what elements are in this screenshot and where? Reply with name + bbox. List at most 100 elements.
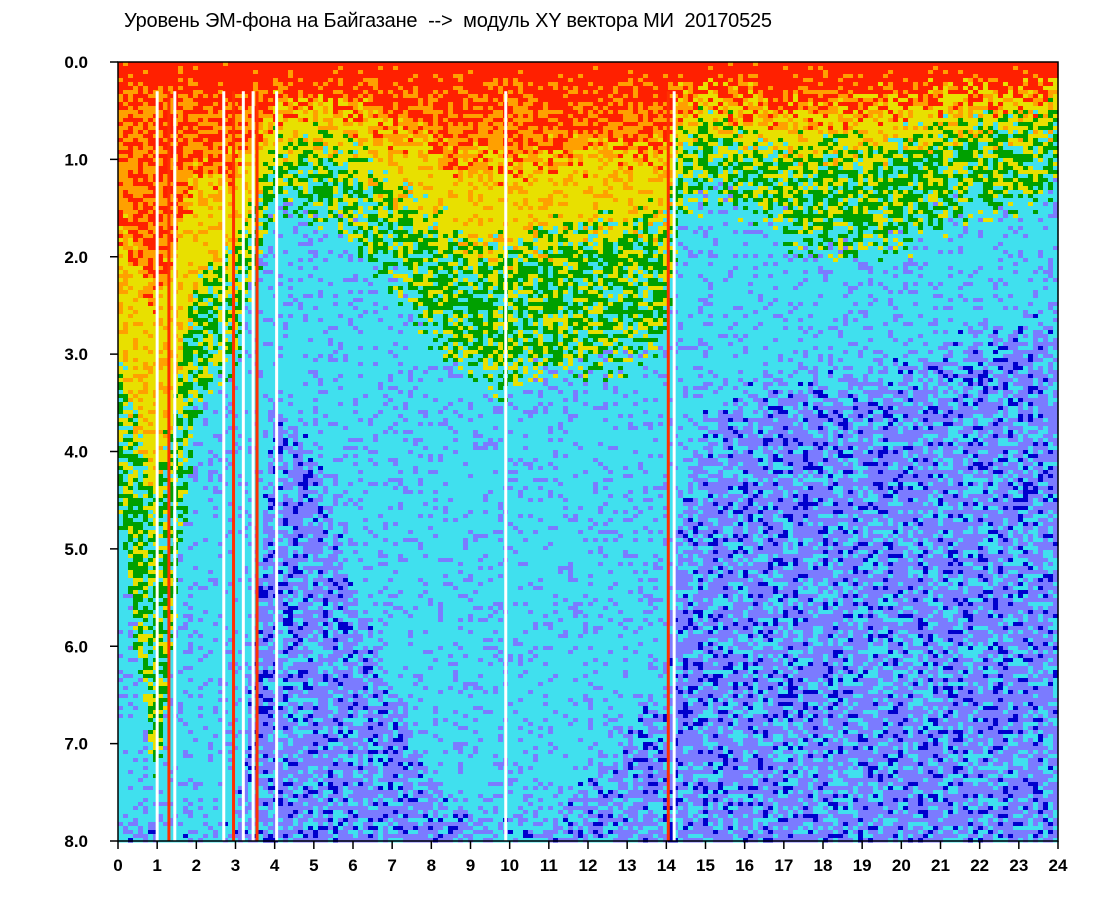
heatmap-cell [138,70,144,75]
heatmap-cell [128,826,134,831]
heatmap-cell [178,438,184,443]
heatmap-cell [208,578,214,583]
heatmap-cell [208,110,214,115]
heatmap-cell [203,790,209,795]
heatmap-cell [178,694,184,699]
heatmap-cell [203,578,209,583]
heatmap-cell [223,66,229,71]
heatmap-cell [143,570,149,575]
heatmap-cell [133,258,139,263]
heatmap-cell [118,206,124,211]
heatmap-cell [128,694,134,699]
heatmap-cell [143,542,149,547]
heatmap-cell [188,598,194,603]
heatmap-cell [183,734,189,739]
heatmap-cell [213,170,219,175]
heatmap-cell [148,482,154,487]
heatmap-cell [143,702,149,707]
heatmap-cell [188,406,194,411]
heatmap-cell [133,410,139,415]
heatmap-cell [178,162,184,167]
heatmap-cell [128,626,134,631]
heatmap-cell [123,714,129,719]
heatmap-cell [143,318,149,323]
heatmap-cell [203,818,209,823]
heatmap-cell [208,198,214,203]
heatmap-cell [133,394,139,399]
heatmap-cell [198,618,204,623]
heatmap-cell [193,666,199,671]
heatmap-cell [118,106,124,111]
heatmap-cell [148,378,154,383]
heatmap-cell [123,606,129,611]
heatmap-cell [193,106,199,111]
heatmap-cell [178,278,184,283]
heatmap-cell [178,610,184,615]
heatmap-cell [198,110,204,115]
heatmap-cell [208,490,214,495]
heatmap-cell [178,426,184,431]
heatmap-cell [178,654,184,659]
heatmap-cell [203,422,209,427]
heatmap-cell [193,534,199,539]
heatmap-cell [148,530,154,535]
heatmap-cell [133,818,139,823]
heatmap-cell [158,194,164,199]
heatmap-cell [193,110,199,115]
heatmap-cell [133,810,139,815]
heatmap-cell [178,362,184,367]
heatmap-cell [203,810,209,815]
heatmap-cell [158,410,164,415]
heatmap-cell [203,726,209,731]
heatmap-cell [158,362,164,367]
heatmap-cell [118,182,124,187]
heatmap-cell [193,314,199,319]
heatmap-cell [133,798,139,803]
heatmap-cell [158,602,164,607]
heatmap-cell [193,738,199,743]
heatmap-cell [183,530,189,535]
heatmap-cell [193,662,199,667]
heatmap-cell [133,254,139,259]
heatmap-cell [198,386,204,391]
heatmap-cell [208,322,214,327]
heatmap-cell [188,450,194,455]
heatmap-cell [128,434,134,439]
heatmap-cell [183,554,189,559]
heatmap-cell [118,70,124,75]
heatmap-cell [188,638,194,643]
heatmap-cell [193,274,199,279]
heatmap-cell [213,786,219,791]
heatmap-cell [188,566,194,571]
heatmap-cell [123,434,129,439]
heatmap-cell [128,654,134,659]
heatmap-cell [188,178,194,183]
heatmap-cell [118,718,124,723]
heatmap-cell [188,206,194,211]
heatmap-cell [198,158,204,163]
heatmap-cell [158,586,164,591]
heatmap-cell [128,110,134,115]
heatmap-cell [213,730,219,735]
heatmap-cell [143,278,149,283]
heatmap-cell [198,306,204,311]
heatmap-cell [158,366,164,371]
heatmap-cell [158,274,164,279]
heatmap-cell [178,398,184,403]
heatmap-cell [213,318,219,323]
heatmap-cell [213,546,219,551]
heatmap-cell [193,818,199,823]
heatmap-cell [183,538,189,543]
heatmap-cell [188,562,194,567]
heatmap-cell [198,598,204,603]
heatmap-cell [193,430,199,435]
heatmap-cell [198,342,204,347]
heatmap-cell [123,130,129,135]
heatmap-cell [188,718,194,723]
heatmap-cell [143,334,149,339]
heatmap-cell [188,434,194,439]
heatmap-cell [193,690,199,695]
heatmap-cell [133,162,139,167]
heatmap-cell [143,630,149,635]
heatmap-cell [118,246,124,251]
